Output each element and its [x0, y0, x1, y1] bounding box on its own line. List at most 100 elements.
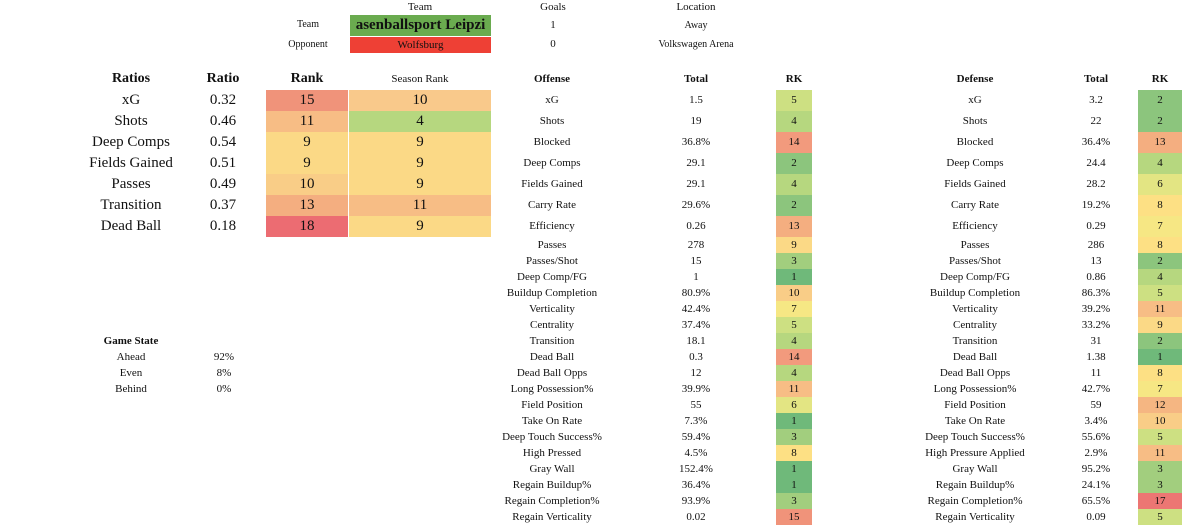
offense-metric-rank: 2	[776, 153, 812, 174]
offense-metric-total: 4.5%	[684, 447, 708, 459]
offense-metric-total: 18.1	[686, 335, 706, 347]
defense-metric-name: Take On Rate	[944, 415, 1006, 427]
offense-metric-total: 19	[690, 115, 702, 127]
defense-metric-total: 0.29	[1086, 220, 1106, 232]
offense-metric-rank: 6	[776, 397, 812, 413]
opponent-row-label: Opponent	[288, 39, 328, 50]
ratio-value: 0.32	[209, 92, 237, 108]
rank-cell: 13	[266, 195, 348, 216]
defense-metric-rank: 5	[1138, 429, 1182, 445]
ratio-value: 0.49	[209, 176, 237, 192]
defense-metric-rank: 8	[1138, 195, 1182, 216]
game-state-title: Game State	[103, 335, 159, 347]
offense-metric-total: 80.9%	[681, 287, 711, 299]
game-state-label: Even	[119, 367, 143, 379]
offense-metric-rank: 8	[776, 445, 812, 461]
rank-header: Rank	[290, 71, 324, 86]
offense-metric-total: 59.4%	[681, 431, 711, 443]
offense-metric-name: High Pressed	[522, 447, 582, 459]
defense-metric-name: Deep Touch Success%	[925, 431, 1025, 443]
defense-metric-rank: 5	[1138, 509, 1182, 525]
defense-metric-rank: 7	[1138, 216, 1182, 237]
offense-metric-rank: 3	[776, 493, 812, 509]
ratio-value: 0.54	[209, 134, 237, 150]
defense-metric-name: Regain Completion%	[927, 495, 1023, 507]
defense-metric-rank: 4	[1138, 269, 1182, 285]
defense-metric-total: 3.2	[1089, 94, 1103, 106]
offense-metric-name: Transition	[529, 335, 575, 347]
offense-metric-rank: 4	[776, 365, 812, 381]
defense-metric-name: Regain Buildup%	[935, 479, 1015, 491]
defense-metric-name: Blocked	[956, 136, 994, 148]
offense-metric-rank: 5	[776, 90, 812, 111]
defense-metric-name: Long Possession%	[933, 383, 1017, 395]
defense-metric-total: 95.2%	[1081, 463, 1111, 475]
defense-metric-total: 1.38	[1086, 351, 1106, 363]
defense-metric-name: Carry Rate	[951, 199, 999, 211]
offense-rk-header: RK	[785, 73, 803, 85]
defense-header: Defense	[956, 73, 994, 85]
ratio-header: Ratio	[206, 71, 240, 86]
team-row-label: Team	[296, 19, 320, 30]
defense-metric-name: Dead Ball	[952, 351, 998, 363]
defense-metric-rank: 17	[1138, 493, 1182, 509]
offense-metric-total: 36.4%	[681, 479, 711, 491]
offense-metric-name: Field Position	[521, 399, 583, 411]
defense-metric-name: Deep Comp/FG	[940, 271, 1010, 283]
offense-metric-name: Dead Ball	[529, 351, 575, 363]
defense-metric-total: 24.4	[1086, 157, 1106, 169]
rank-cell: 15	[266, 90, 348, 111]
offense-metric-rank: 15	[776, 509, 812, 525]
offense-metric-total: 1.5	[689, 94, 703, 106]
ratio-value: 0.51	[209, 155, 237, 171]
opponent-goals: 0	[550, 38, 556, 50]
offense-metric-name: Shots	[539, 115, 565, 127]
defense-metric-name: Regain Verticality	[935, 511, 1015, 523]
season-rank-cell: 9	[349, 132, 491, 153]
ratio-value: 0.46	[209, 113, 237, 129]
offense-metric-name: Efficiency	[529, 220, 575, 232]
defense-metric-rank: 2	[1138, 90, 1182, 111]
offense-metric-rank: 4	[776, 174, 812, 195]
offense-metric-total: 29.1	[686, 178, 706, 190]
defense-metric-total: 286	[1087, 239, 1105, 251]
defense-metric-rank: 8	[1138, 237, 1182, 253]
defense-metric-rank: 2	[1138, 111, 1182, 132]
offense-metric-total: 15	[690, 255, 702, 267]
ratio-name: Dead Ball	[100, 218, 162, 234]
defense-metric-total: 55.6%	[1081, 431, 1111, 443]
defense-metric-total: 65.5%	[1081, 495, 1111, 507]
offense-metric-rank: 4	[776, 111, 812, 132]
defense-metric-rank: 2	[1138, 333, 1182, 349]
team-goals: 1	[550, 19, 556, 31]
game-state-label: Behind	[115, 383, 147, 395]
offense-metric-rank: 3	[776, 253, 812, 269]
offense-metric-total: 0.02	[686, 511, 706, 523]
offense-metric-name: Verticality	[529, 303, 575, 315]
game-state-value: 8%	[216, 367, 232, 379]
offense-metric-rank: 11	[776, 381, 812, 397]
season-rank-header: Season Rank	[391, 73, 449, 85]
ratio-name: Fields Gained	[89, 155, 173, 171]
defense-metric-total: 22	[1090, 115, 1102, 127]
season-rank-cell: 10	[349, 90, 491, 111]
defense-metric-rank: 11	[1138, 301, 1182, 317]
offense-metric-name: Regain Verticality	[512, 511, 592, 523]
offense-metric-name: Deep Comps	[523, 157, 581, 169]
defense-metric-total: 39.2%	[1081, 303, 1111, 315]
defense-metric-name: Field Position	[944, 399, 1006, 411]
offense-metric-total: 29.1	[686, 157, 706, 169]
defense-metric-rank: 2	[1138, 253, 1182, 269]
defense-metric-total: 0.86	[1086, 271, 1106, 283]
offense-metric-name: Dead Ball Opps	[516, 367, 588, 379]
offense-metric-rank: 3	[776, 429, 812, 445]
defense-metric-name: Fields Gained	[944, 178, 1006, 190]
offense-metric-name: Regain Completion%	[504, 495, 600, 507]
defense-metric-name: Buildup Completion	[929, 287, 1021, 299]
offense-metric-total: 0.26	[686, 220, 706, 232]
offense-metric-name: xG	[545, 94, 559, 106]
defense-metric-rank: 5	[1138, 285, 1182, 301]
defense-metric-name: Passes/Shot	[949, 255, 1001, 267]
offense-metric-total: 36.8%	[681, 136, 711, 148]
ratio-name: Passes	[111, 176, 151, 192]
